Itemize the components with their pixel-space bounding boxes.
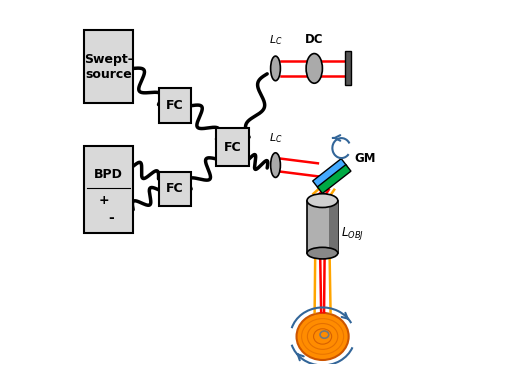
Text: -: -	[109, 211, 115, 224]
Text: $L_C$: $L_C$	[269, 34, 282, 47]
FancyBboxPatch shape	[216, 128, 249, 166]
Polygon shape	[317, 165, 351, 193]
Text: FC: FC	[166, 99, 184, 112]
Ellipse shape	[271, 56, 280, 81]
Polygon shape	[313, 159, 347, 188]
Ellipse shape	[297, 313, 349, 360]
Ellipse shape	[307, 247, 338, 259]
Bar	[345, 51, 351, 85]
Text: Swept-
source: Swept- source	[84, 53, 133, 81]
Text: GM: GM	[354, 153, 376, 165]
Bar	[329, 201, 338, 253]
Ellipse shape	[307, 194, 338, 207]
Text: FC: FC	[224, 141, 242, 154]
Text: BPD: BPD	[94, 168, 123, 181]
FancyBboxPatch shape	[158, 88, 191, 123]
Text: FC: FC	[166, 182, 184, 195]
FancyBboxPatch shape	[84, 146, 133, 233]
FancyBboxPatch shape	[84, 30, 133, 103]
Text: DC: DC	[305, 33, 324, 46]
Text: $L_{OBJ}$: $L_{OBJ}$	[341, 225, 363, 242]
Text: +: +	[99, 194, 109, 207]
FancyBboxPatch shape	[158, 172, 191, 206]
Ellipse shape	[271, 153, 280, 177]
Text: $L_C$: $L_C$	[269, 131, 282, 145]
Bar	[307, 201, 338, 253]
Ellipse shape	[306, 54, 322, 83]
